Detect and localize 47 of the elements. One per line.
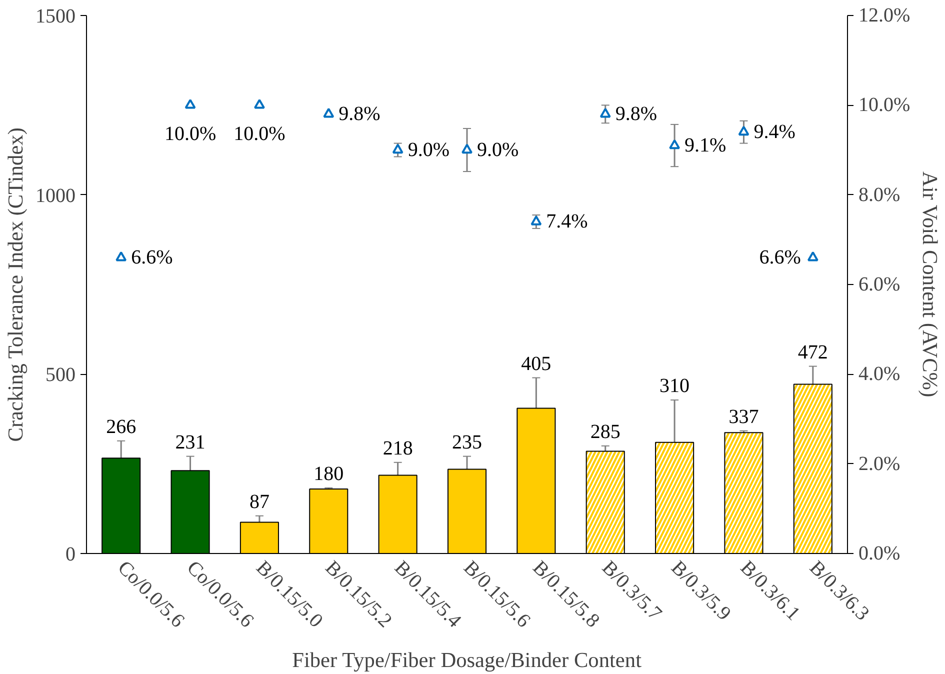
data-label: 6.6% (759, 246, 801, 269)
data-label: 9.4% (754, 121, 796, 144)
point (738, 126, 750, 136)
y2-tick-label: 4.0% (858, 363, 900, 386)
data-label: 9.8% (338, 103, 380, 126)
data-label: 405 (521, 352, 552, 375)
point (323, 108, 334, 118)
y2-tick-label: 0.0% (858, 542, 900, 564)
y-tick-label: 1000 (36, 184, 76, 207)
data-label: 9.1% (684, 134, 726, 157)
data-label: 285 (590, 420, 620, 443)
data-label: 6.6% (131, 246, 173, 269)
data-label: 472 (798, 341, 828, 364)
y2-tick-label: 12.0% (858, 4, 910, 26)
y-tick-label: 0 (66, 544, 76, 566)
data-label: 235 (452, 431, 482, 454)
y2-tick-label: 8.0% (858, 184, 900, 206)
data-label: 7.4% (546, 210, 588, 233)
point (116, 251, 127, 262)
data-label: 10.0% (164, 123, 216, 146)
data-label: 87 (249, 490, 270, 513)
data-label: 218 (382, 437, 413, 460)
point (184, 98, 196, 109)
point (462, 144, 472, 154)
data-label: 337 (728, 406, 759, 428)
data-label: 231 (175, 431, 206, 454)
data-label: 10.0% (234, 123, 286, 146)
y-tick-label: 500 (46, 364, 76, 386)
data-label: 310 (660, 374, 690, 397)
point (807, 251, 818, 262)
data-label: 9.8% (615, 103, 658, 126)
y2-tick-label: 2.0% (858, 452, 900, 475)
y2-axis-title: Air Void Content (AVC%) (918, 171, 942, 398)
y-tick-label: 1500 (36, 6, 76, 28)
y2-tick-label: 10.0% (858, 94, 910, 116)
x-axis-title: Fiber Type/Fiber Dosage/Binder Content (292, 648, 642, 672)
data-label: 9.0% (408, 139, 450, 161)
point (254, 98, 265, 109)
data-label: 9.0% (477, 139, 519, 161)
data-label: 180 (314, 462, 344, 485)
point (600, 108, 611, 118)
y2-tick-label: 6.0% (858, 274, 900, 296)
data-label: 266 (106, 416, 136, 438)
point (530, 216, 542, 226)
point (392, 144, 404, 154)
y-axis-title: Cracking Tolerance Index (CTindex) (4, 128, 28, 442)
point (669, 139, 680, 150)
